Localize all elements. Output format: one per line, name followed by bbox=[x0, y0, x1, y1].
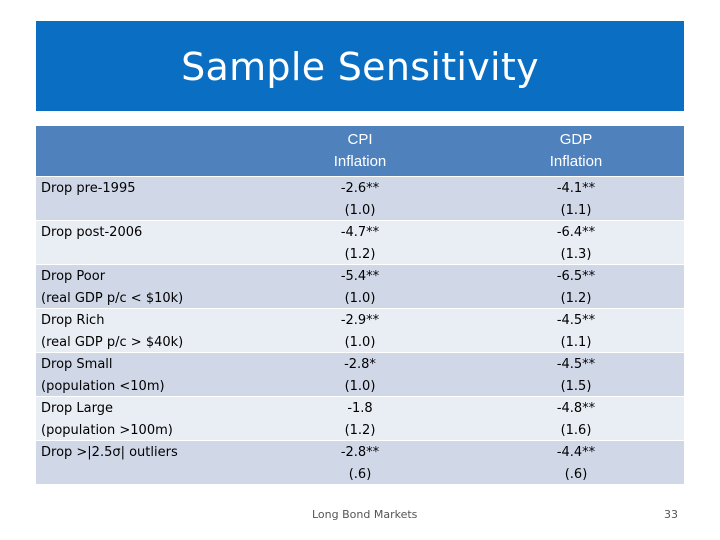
row-label-line1: Drop Poor bbox=[41, 269, 106, 284]
gdp-standard-error: (1.6) bbox=[560, 423, 592, 438]
row-label-line1: Drop >|2.5σ| outliers bbox=[41, 445, 178, 460]
table-row: Drop Large (population >100m) -1.8 (1.2)… bbox=[36, 396, 684, 440]
cpi-coefficient: -1.8 bbox=[347, 401, 373, 416]
cpi-standard-error: (1.0) bbox=[344, 291, 376, 306]
cpi-cell: -2.8** (.6) bbox=[252, 442, 468, 486]
title-bar: Sample Sensitivity bbox=[36, 21, 684, 111]
gdp-cell: -4.8** (1.6) bbox=[468, 398, 684, 442]
cpi-standard-error: (1.0) bbox=[344, 203, 376, 218]
row-label: Drop >|2.5σ| outliers bbox=[41, 442, 246, 464]
table-row: Drop Small (population <10m) -2.8* (1.0)… bbox=[36, 352, 684, 396]
gdp-cell: -6.4** (1.3) bbox=[468, 222, 684, 266]
header-gdp-inflation: GDP Inflation bbox=[468, 126, 684, 176]
row-label-line2: (population >100m) bbox=[41, 423, 173, 438]
cpi-cell: -4.7** (1.2) bbox=[252, 222, 468, 266]
gdp-standard-error: (1.2) bbox=[560, 291, 592, 306]
gdp-coefficient: -4.5** bbox=[556, 313, 596, 328]
cpi-cell: -2.6** (1.0) bbox=[252, 178, 468, 222]
cpi-standard-error: (1.0) bbox=[344, 379, 376, 394]
table-row: Drop >|2.5σ| outliers -2.8** (.6) -4.4**… bbox=[36, 440, 684, 484]
header-cpi-line2: Inflation bbox=[333, 153, 387, 170]
gdp-standard-error: (1.5) bbox=[560, 379, 592, 394]
table-row: Drop pre-1995 -2.6** (1.0) -4.1** (1.1) bbox=[36, 176, 684, 220]
gdp-coefficient: -4.1** bbox=[556, 181, 596, 196]
gdp-standard-error: (1.1) bbox=[560, 335, 592, 350]
table-header: CPI Inflation GDP Inflation bbox=[36, 126, 684, 176]
gdp-coefficient: -6.4** bbox=[556, 225, 596, 240]
row-label-line1: Drop Large bbox=[41, 401, 113, 416]
cpi-cell: -2.9** (1.0) bbox=[252, 310, 468, 354]
gdp-cell: -6.5** (1.2) bbox=[468, 266, 684, 310]
cpi-coefficient: -2.6** bbox=[340, 181, 380, 196]
gdp-cell: -4.5** (1.1) bbox=[468, 310, 684, 354]
header-cpi-line1: CPI bbox=[347, 131, 373, 148]
row-label: Drop Large (population >100m) bbox=[41, 398, 246, 442]
gdp-coefficient: -4.8** bbox=[556, 401, 596, 416]
gdp-coefficient: -6.5** bbox=[556, 269, 596, 284]
row-label-line1: Drop Rich bbox=[41, 313, 105, 328]
cpi-standard-error: (1.2) bbox=[344, 423, 376, 438]
header-cpi-inflation: CPI Inflation bbox=[252, 126, 468, 176]
cpi-coefficient: -2.9** bbox=[340, 313, 380, 328]
row-label-line1: Drop post-2006 bbox=[41, 225, 143, 240]
gdp-standard-error: (1.1) bbox=[560, 203, 592, 218]
cpi-coefficient: -5.4** bbox=[340, 269, 380, 284]
page-number: 33 bbox=[664, 508, 678, 521]
cpi-coefficient: -2.8** bbox=[340, 445, 380, 460]
gdp-coefficient: -4.4** bbox=[556, 445, 596, 460]
row-label: Drop Rich (real GDP p/c > $40k) bbox=[41, 310, 246, 354]
slide-title: Sample Sensitivity bbox=[181, 45, 539, 89]
row-label: Drop Small (population <10m) bbox=[41, 354, 246, 398]
row-label-line1: Drop pre-1995 bbox=[41, 181, 136, 196]
row-label-line2: (population <10m) bbox=[41, 379, 165, 394]
header-gdp-line2: Inflation bbox=[549, 153, 603, 170]
cpi-standard-error: (.6) bbox=[348, 467, 372, 482]
row-label: Drop pre-1995 bbox=[41, 178, 246, 200]
row-label-line1: Drop Small bbox=[41, 357, 113, 372]
row-label-line2: (real GDP p/c > $40k) bbox=[41, 335, 184, 350]
table-row: Drop post-2006 -4.7** (1.2) -6.4** (1.3) bbox=[36, 220, 684, 264]
gdp-cell: -4.4** (.6) bbox=[468, 442, 684, 486]
cpi-cell: -1.8 (1.2) bbox=[252, 398, 468, 442]
gdp-cell: -4.1** (1.1) bbox=[468, 178, 684, 222]
cpi-standard-error: (1.0) bbox=[344, 335, 376, 350]
footer-text: Long Bond Markets bbox=[312, 508, 418, 521]
header-gdp-line1: GDP bbox=[559, 131, 593, 148]
gdp-cell: -4.5** (1.5) bbox=[468, 354, 684, 398]
gdp-standard-error: (.6) bbox=[564, 467, 588, 482]
table-row: Drop Poor (real GDP p/c < $10k) -5.4** (… bbox=[36, 264, 684, 308]
cpi-cell: -2.8* (1.0) bbox=[252, 354, 468, 398]
row-label: Drop Poor (real GDP p/c < $10k) bbox=[41, 266, 246, 310]
cpi-standard-error: (1.2) bbox=[344, 247, 376, 262]
results-table: CPI Inflation GDP Inflation Drop pre-199… bbox=[36, 126, 684, 484]
table-row: Drop Rich (real GDP p/c > $40k) -2.9** (… bbox=[36, 308, 684, 352]
gdp-standard-error: (1.3) bbox=[560, 247, 592, 262]
cpi-coefficient: -2.8* bbox=[344, 357, 376, 372]
row-label-line2: (real GDP p/c < $10k) bbox=[41, 291, 184, 306]
table-body: Drop pre-1995 -2.6** (1.0) -4.1** (1.1) … bbox=[36, 176, 684, 484]
row-label: Drop post-2006 bbox=[41, 222, 246, 244]
cpi-coefficient: -4.7** bbox=[340, 225, 380, 240]
cpi-cell: -5.4** (1.0) bbox=[252, 266, 468, 310]
gdp-coefficient: -4.5** bbox=[556, 357, 596, 372]
